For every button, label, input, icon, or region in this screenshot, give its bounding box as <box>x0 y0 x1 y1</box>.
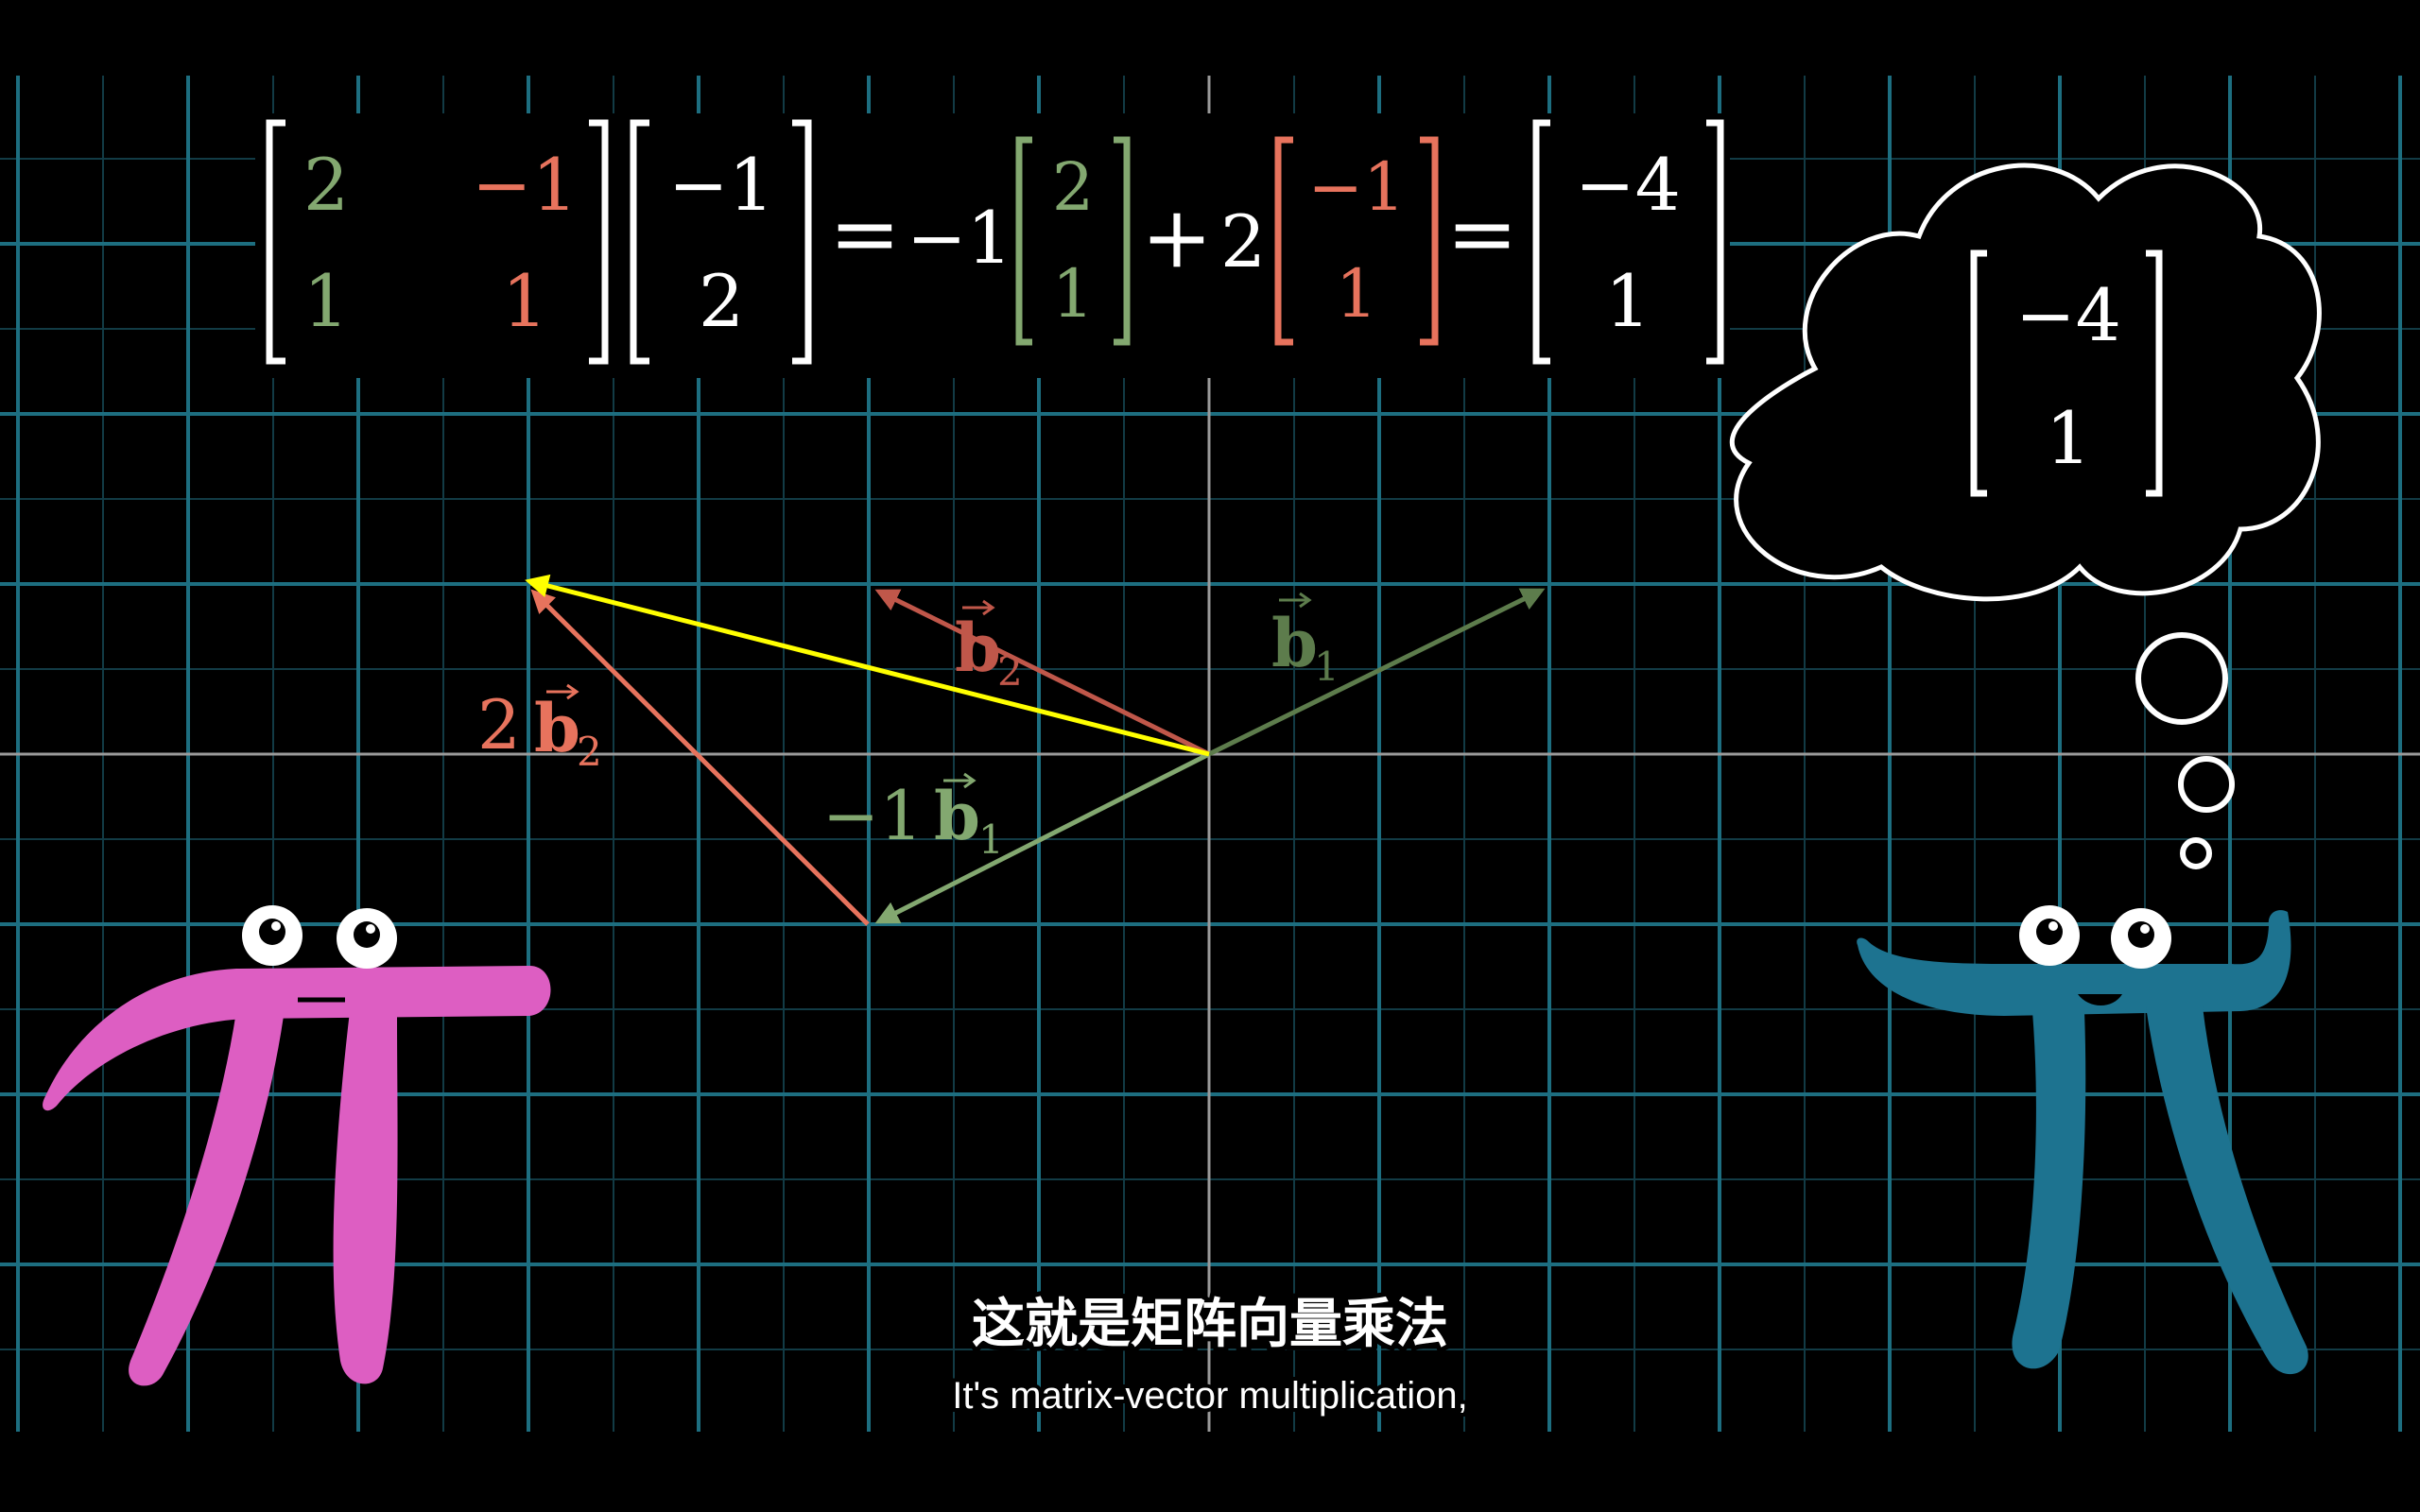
label-neg-b1: −1 b 1 <box>822 772 1004 863</box>
thought-vector-x: −4 <box>2015 273 2121 357</box>
equation: 2 −1 1 1 −1 2 = −1 2 1 + 2 −1 1 = <box>255 113 1730 378</box>
input-vector-y: 2 <box>699 259 744 343</box>
label-b2: b 2 <box>955 599 1023 695</box>
coefficient-2: 2 <box>1220 199 1266 284</box>
label-b1: b 1 <box>1271 592 1340 690</box>
blue-pi-mouth <box>2078 994 2122 1005</box>
bottom-bar <box>0 1435 2420 1512</box>
matrix-d: 1 <box>502 259 547 343</box>
subtitle-chinese: 这就是矩阵向量乘法 <box>972 1294 1448 1355</box>
input-vector-x: −1 <box>668 143 774 227</box>
b2-vector-arrow <box>874 589 1211 757</box>
b1-column-brackets <box>1015 136 1131 346</box>
svg-text:1: 1 <box>978 816 1004 863</box>
thought-vector-brackets <box>1970 249 2163 497</box>
result-vector-y: 1 <box>1605 259 1651 343</box>
b1-column-y: 1 <box>1052 255 1095 333</box>
result-vector-brackets <box>1532 119 1724 365</box>
top-bar <box>0 0 2420 74</box>
neg-b1-vector-arrow <box>874 751 1211 924</box>
svg-text:1: 1 <box>1314 644 1340 690</box>
result-vector-arrow <box>525 574 1210 757</box>
matrix-b: −1 <box>472 143 578 227</box>
b2-column-x: −1 <box>1307 148 1405 226</box>
blue-pi-creature <box>1857 905 2308 1375</box>
svg-text:2: 2 <box>477 685 521 765</box>
pink-pi-creature <box>43 905 551 1386</box>
b1-vector-arrow <box>1207 588 1546 757</box>
result-vector-x: −4 <box>1575 143 1681 227</box>
equals-sign-2: = <box>1446 184 1517 284</box>
label-two-b2: 2 b 2 <box>477 683 602 775</box>
matrix-c: 1 <box>303 259 349 343</box>
thought-bubble: −4 1 <box>1729 163 2322 869</box>
b2-column-y: 1 <box>1336 255 1378 333</box>
thought-vector-y: 1 <box>2046 396 2091 480</box>
two-b2-vector-arrow <box>530 589 870 926</box>
equals-sign-1: = <box>829 184 900 284</box>
matrix-a: 2 <box>303 143 349 227</box>
svg-text:2: 2 <box>997 648 1023 695</box>
svg-text:2: 2 <box>577 729 602 775</box>
svg-text:b: b <box>934 777 980 855</box>
subtitle-english: It's matrix-vector multiplication, <box>952 1375 1468 1417</box>
svg-text:b: b <box>534 689 580 767</box>
b2-column-brackets <box>1274 136 1439 346</box>
svg-text:−1: −1 <box>822 776 923 855</box>
b1-column-x: 2 <box>1052 148 1095 226</box>
plus-sign: + <box>1141 188 1212 287</box>
svg-text:b: b <box>955 609 1001 687</box>
matrix-brackets <box>266 119 609 365</box>
coefficient-1: −1 <box>907 196 1012 280</box>
input-vector-brackets <box>630 119 812 365</box>
svg-text:b: b <box>1271 604 1318 682</box>
